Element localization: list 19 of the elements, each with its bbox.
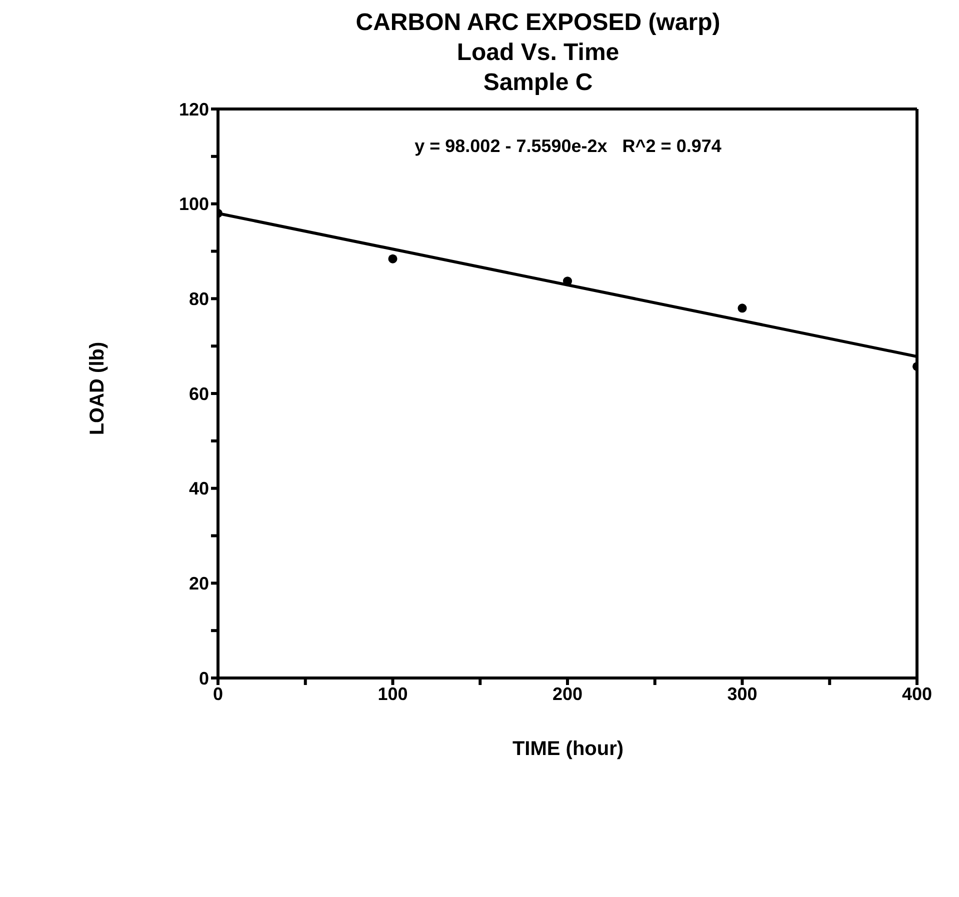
chart-title: CARBON ARC EXPOSED (warp) Load Vs. Time Sample C <box>354 8 722 98</box>
x-tick-label: 200 <box>552 684 583 704</box>
y-tick-label: 20 <box>188 574 209 594</box>
x-axis-title: TIME (hour) <box>511 738 625 761</box>
point <box>388 254 398 264</box>
y-tick-label: 0 <box>198 668 209 688</box>
x-tick-label: 0 <box>212 684 224 704</box>
y-tick-label: 100 <box>178 194 209 214</box>
x-tick-label: 100 <box>378 684 408 704</box>
y-axis-title: LOAD (lb) <box>86 341 110 435</box>
y-tick-label: 40 <box>188 478 209 499</box>
point <box>562 276 572 286</box>
point <box>738 304 747 313</box>
annotation: y = 98.002 - 7.5590e-2x R^2 = 0.974 <box>414 136 722 157</box>
x-tick-label: 400 <box>902 684 932 704</box>
y-tick-label: 80 <box>188 289 209 310</box>
y-tick-label: 60 <box>188 384 209 404</box>
x-tick-label: 300 <box>727 684 758 704</box>
y-tick-label: 120 <box>178 99 209 120</box>
